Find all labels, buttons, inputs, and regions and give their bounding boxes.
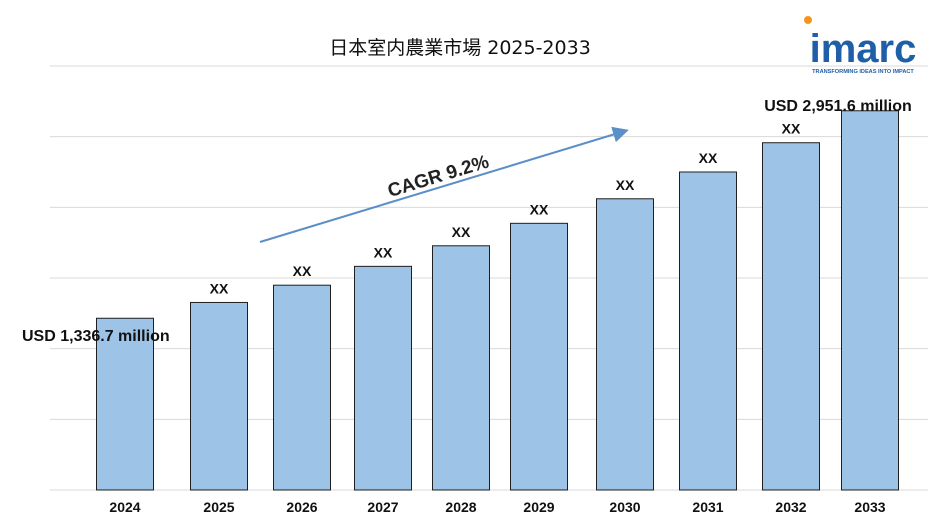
value-labels: USD 1,336.7 million XX XX XX XX XX XX XX XX USD 2… — [22, 98, 912, 345]
x-tick-2032: 2032 — [775, 499, 806, 515]
x-tick-2025: 2025 — [203, 499, 234, 515]
value-label-2028: XX — [452, 224, 471, 240]
value-label-2030: XX — [616, 177, 635, 193]
x-tick-2031: 2031 — [692, 499, 723, 515]
chart-title: 日本室内農業市場 2025-2033 — [329, 37, 591, 59]
x-tick-labels: 2024 2025 2026 2027 2028 2029 2030 2031 2032 2033 — [109, 499, 885, 515]
bar-2029 — [510, 222, 568, 491]
imarc-logo: imarc TRANSFORMING IDEAS INTO IMPACT — [804, 16, 916, 75]
x-tick-2026: 2026 — [286, 499, 317, 515]
bar-2025 — [190, 301, 248, 491]
value-label-2029: XX — [530, 201, 549, 217]
bar-2031 — [679, 171, 737, 491]
value-label-2033: USD 2,951.6 million — [764, 98, 912, 115]
value-label-2025: XX — [210, 280, 229, 296]
x-tick-2027: 2027 — [367, 499, 398, 515]
logo-wordmark: imarc — [810, 27, 917, 71]
logo-dot-icon — [804, 16, 812, 24]
bar-2027 — [354, 265, 412, 491]
x-tick-2029: 2029 — [523, 499, 554, 515]
bar-2033 — [841, 110, 899, 491]
cagr-arrow — [259, 126, 629, 243]
value-label-2027: XX — [374, 244, 393, 260]
value-label-2032: XX — [782, 121, 801, 137]
x-tick-2028: 2028 — [445, 499, 476, 515]
value-label-2026: XX — [293, 263, 312, 279]
bar-2028 — [432, 245, 490, 491]
bar-2030 — [596, 198, 654, 491]
bar-2024 — [96, 317, 154, 491]
bars — [96, 110, 899, 491]
logo-tagline: TRANSFORMING IDEAS INTO IMPACT — [812, 69, 914, 75]
value-label-2031: XX — [699, 150, 718, 166]
bar-2032 — [762, 142, 820, 491]
value-label-2024: USD 1,336.7 million — [22, 328, 170, 345]
x-tick-2030: 2030 — [609, 499, 640, 515]
x-tick-2033: 2033 — [854, 499, 885, 515]
x-tick-2024: 2024 — [109, 499, 140, 515]
bar-2026 — [273, 284, 331, 491]
